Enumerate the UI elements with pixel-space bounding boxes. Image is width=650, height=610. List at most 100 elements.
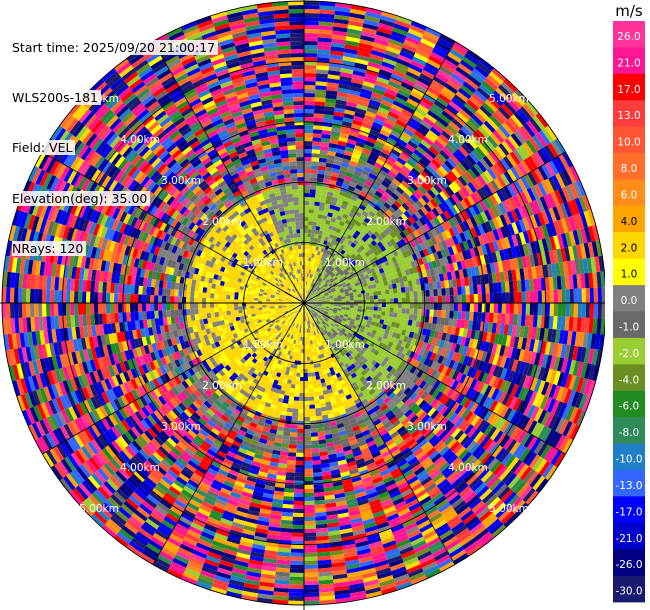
range-gate — [328, 276, 333, 281]
range-gate — [419, 100, 432, 111]
range-gate — [597, 303, 602, 319]
range-gate — [495, 127, 508, 141]
range-gate — [311, 436, 319, 441]
range-gate — [389, 181, 399, 190]
range-gate — [485, 283, 490, 294]
range-gate — [381, 307, 386, 312]
range-gate — [480, 141, 493, 154]
range-gate — [372, 121, 383, 130]
range-gate — [289, 580, 304, 585]
range-gate — [306, 285, 308, 290]
range-gate — [399, 134, 410, 144]
range-gate — [332, 164, 341, 170]
range-gate — [392, 27, 408, 36]
range-gate — [285, 476, 295, 481]
range-gate — [417, 303, 423, 310]
range-gate — [343, 196, 351, 203]
range-gate — [477, 126, 490, 139]
range-gate — [443, 58, 458, 70]
range-gate — [327, 281, 332, 286]
range-gate — [313, 209, 319, 215]
range-gate — [325, 250, 331, 255]
range-gate — [348, 245, 354, 251]
range-gate — [436, 152, 447, 163]
range-gate — [304, 520, 316, 525]
range-gate — [429, 198, 439, 208]
range-gate — [358, 239, 365, 246]
range-gate — [326, 154, 336, 161]
range-gate — [284, 419, 292, 425]
range-gate — [292, 404, 299, 409]
range-gate — [287, 403, 294, 409]
range-gate — [380, 65, 394, 74]
range-gate — [413, 164, 424, 174]
range-gate — [330, 46, 345, 53]
range-gate — [326, 158, 335, 165]
range-gate — [441, 62, 456, 74]
range-gate — [467, 181, 477, 193]
range-gate — [451, 118, 464, 130]
range-gate — [294, 392, 300, 397]
range-gate — [311, 157, 320, 162]
range-gate — [304, 297, 306, 302]
range-gate — [311, 293, 315, 297]
range-gate — [365, 306, 370, 310]
range-gate — [369, 306, 374, 311]
range-gate — [350, 4, 367, 12]
range-gate — [304, 165, 312, 170]
range-gate — [290, 556, 304, 561]
range-gate — [370, 169, 379, 177]
range-gate — [359, 38, 374, 47]
range-gate — [453, 41, 469, 54]
range-gate — [349, 181, 357, 188]
range-gate — [304, 204, 310, 210]
range-gate — [312, 456, 321, 461]
range-gate — [355, 107, 367, 115]
range-gate — [304, 568, 319, 573]
range-gate — [331, 213, 338, 219]
range-gate — [344, 264, 350, 270]
range-gate — [376, 247, 383, 254]
range-gate — [297, 416, 304, 421]
range-gate — [296, 368, 301, 373]
range-gate — [338, 220, 345, 227]
range-gate — [561, 289, 566, 303]
range-gate — [342, 213, 349, 220]
range-gate — [324, 253, 329, 259]
range-gate — [337, 194, 345, 201]
range-gate — [490, 93, 504, 107]
range-gate — [395, 186, 405, 195]
range-gate — [356, 253, 362, 259]
range-gate — [323, 178, 331, 184]
range-gate — [289, 568, 304, 573]
range-gate — [381, 11, 398, 20]
range-gate — [316, 281, 321, 286]
range-gate — [435, 41, 451, 52]
range-gate — [461, 303, 466, 312]
range-gate — [533, 151, 545, 166]
range-gate — [348, 20, 364, 28]
range-gate — [304, 396, 310, 402]
range-gate — [354, 230, 361, 237]
range-gate — [369, 299, 374, 303]
range-gate — [284, 487, 295, 493]
range-gate — [330, 230, 336, 236]
range-gate — [473, 111, 487, 124]
range-gate — [359, 92, 372, 100]
range-gate — [380, 215, 388, 223]
range-gate — [375, 201, 384, 209]
range-gate — [322, 211, 329, 217]
range-gate — [451, 73, 466, 85]
range-gate — [477, 293, 482, 303]
range-gate — [304, 596, 320, 601]
range-gate — [373, 118, 385, 126]
range-gate — [316, 181, 324, 187]
range-gate — [498, 143, 510, 157]
range-gate — [286, 464, 296, 469]
range-gate — [417, 103, 430, 114]
range-gate — [480, 172, 491, 185]
range-gate — [388, 133, 399, 142]
range-gate — [473, 311, 478, 322]
range-gate — [469, 285, 474, 295]
range-gate — [299, 384, 304, 389]
